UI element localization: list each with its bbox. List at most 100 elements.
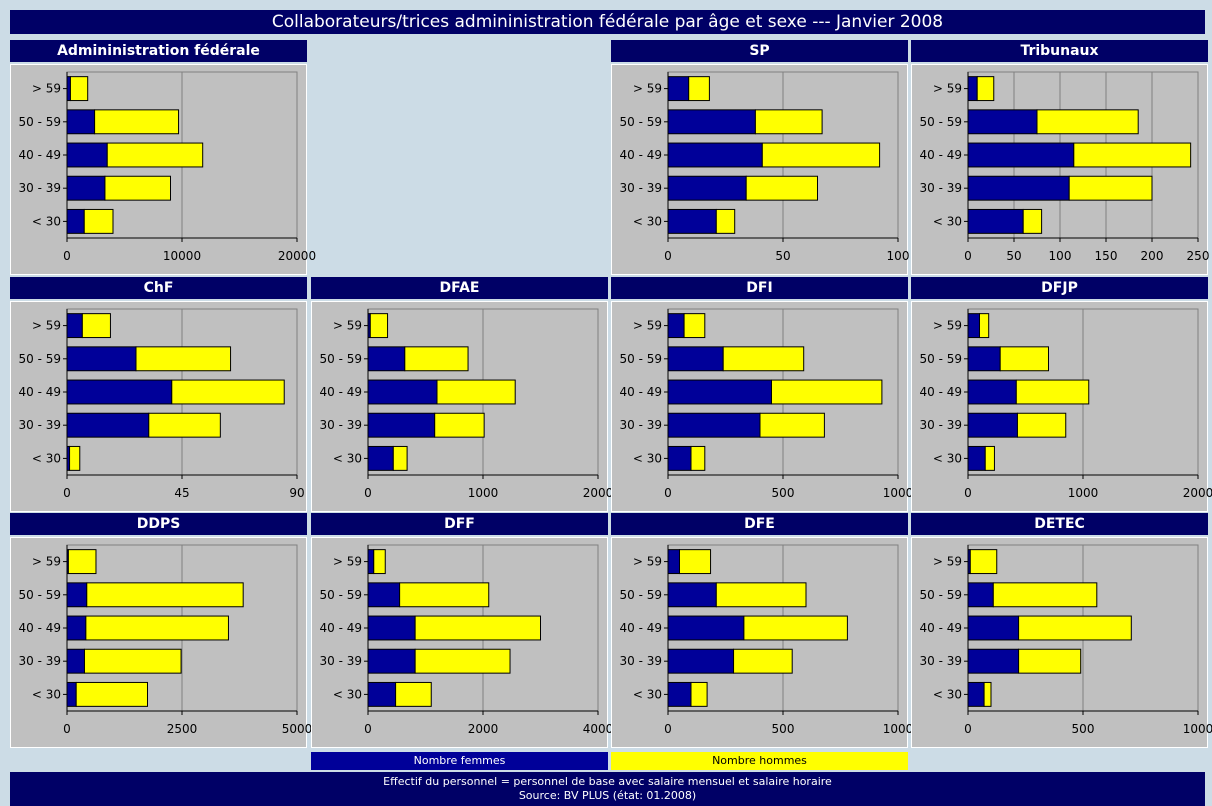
bar-men: [690, 681, 708, 707]
y-tick-label: 50 - 59: [320, 588, 363, 602]
y-tick-label: 40 - 49: [920, 148, 963, 162]
bar-women: [967, 412, 1018, 438]
chart-svg: 0 1000 2000 > 59 50 - 59 40 - 49 30 - 39 < 30: [920, 308, 1212, 500]
bar-men: [1036, 109, 1139, 135]
bar-women: [967, 582, 994, 608]
y-tick-label: 30 - 39: [620, 181, 663, 195]
y-tick-label: 50 - 59: [620, 588, 663, 602]
y-tick-label: 40 - 49: [620, 148, 663, 162]
y-tick-label: < 30: [633, 214, 662, 228]
bar-men: [688, 76, 710, 102]
y-tick-label: < 30: [933, 687, 962, 701]
panel-title: DFI: [611, 277, 908, 299]
y-tick-label: 50 - 59: [19, 115, 62, 129]
y-tick-label: 30 - 39: [620, 418, 663, 432]
bar-women: [667, 175, 747, 201]
y-tick-label: < 30: [32, 687, 61, 701]
panel-title: Admininistration fédérale: [10, 40, 307, 62]
bar-women: [967, 313, 980, 339]
bar-men: [148, 412, 221, 438]
y-tick-label: 40 - 49: [19, 621, 62, 635]
bar-women: [667, 142, 763, 168]
bar-men: [1073, 142, 1192, 168]
x-tick-label: 0: [63, 722, 71, 736]
bar-men: [761, 142, 881, 168]
bar-men: [106, 142, 204, 168]
y-tick-label: < 30: [32, 214, 61, 228]
chart-svg: 0 500 1000 > 59 50 - 59 40 - 49 30 - 39 < 30: [920, 544, 1212, 736]
bar-men: [992, 582, 1098, 608]
bar-men: [104, 175, 171, 201]
bar-women: [66, 76, 71, 102]
bar-women: [967, 379, 1017, 405]
bar-men: [85, 615, 229, 641]
bar-men: [69, 76, 89, 102]
chart-panel: 0 10000 20000 > 59 50 - 59 40 - 49 30 - 39 < 30: [10, 64, 316, 275]
bar-men: [722, 346, 805, 372]
bar-men: [414, 615, 541, 641]
y-tick-label: 30 - 39: [19, 654, 62, 668]
y-tick-label: > 59: [933, 555, 962, 569]
main-title: Collaborateurs/trices admininistration f…: [10, 10, 1205, 34]
bar-men: [369, 313, 389, 339]
bar-women: [967, 208, 1024, 234]
bar-women: [367, 681, 397, 707]
bar-men: [83, 648, 182, 674]
bar-women: [667, 412, 761, 438]
x-tick-label: 100: [887, 249, 910, 263]
y-tick-label: < 30: [933, 451, 962, 465]
bar-women: [667, 346, 724, 372]
chart-panel: 0 1000 2000 > 59 50 - 59 40 - 49 30 - 39 < 30: [311, 301, 613, 512]
chart-panel: 0 500 1000 > 59 50 - 59 40 - 49 30 - 39 < 30: [911, 537, 1212, 748]
bar-men: [94, 109, 180, 135]
x-tick-label: 0: [63, 249, 71, 263]
y-tick-label: > 59: [633, 555, 662, 569]
bar-women: [367, 615, 416, 641]
footer-source: Source: BV PLUS (état: 01.2008): [518, 789, 697, 802]
chart-svg: 0 50 100 > 59 50 - 59 40 - 49 30 - 39 < 30: [620, 71, 910, 263]
bar-women: [367, 379, 438, 405]
x-tick-label: 2500: [167, 722, 198, 736]
bar-men: [1016, 412, 1067, 438]
bar-men: [392, 445, 408, 471]
bar-women: [667, 76, 690, 102]
bar-men: [1018, 615, 1132, 641]
bar-women: [367, 412, 436, 438]
bar-women: [967, 142, 1075, 168]
x-tick-label: 250: [1187, 249, 1210, 263]
y-tick-label: 40 - 49: [620, 621, 663, 635]
bar-women: [967, 615, 1020, 641]
bar-men: [976, 76, 995, 102]
bar-men: [745, 175, 818, 201]
bar-men: [690, 445, 706, 471]
bar-women: [66, 681, 77, 707]
y-tick-label: 40 - 49: [920, 385, 963, 399]
bar-men: [75, 681, 148, 707]
bar-men: [759, 412, 825, 438]
bar-women: [667, 648, 735, 674]
x-tick-label: 150: [1095, 249, 1118, 263]
legend-men: Nombre hommes: [611, 752, 908, 770]
bar-women: [66, 142, 108, 168]
bar-women: [66, 175, 106, 201]
y-tick-label: 40 - 49: [19, 385, 62, 399]
bar-men: [984, 445, 995, 471]
y-tick-label: 40 - 49: [920, 621, 963, 635]
bar-women: [967, 109, 1038, 135]
panel-title: SP: [611, 40, 908, 62]
x-tick-label: 2000: [1183, 486, 1212, 500]
bar-women: [367, 648, 416, 674]
y-tick-label: 50 - 59: [620, 115, 663, 129]
panel-title: DETEC: [911, 513, 1208, 535]
bar-women: [967, 175, 1070, 201]
chart-panel: 0 2000 4000 > 59 50 - 59 40 - 49 30 - 39 < 30: [311, 537, 613, 748]
x-tick-label: 1000: [883, 486, 914, 500]
bar-men: [171, 379, 285, 405]
panel-title: DFE: [611, 513, 908, 535]
chart-svg: 0 1000 2000 > 59 50 - 59 40 - 49 30 - 39 < 30: [320, 308, 613, 500]
x-tick-label: 2000: [468, 722, 499, 736]
panel-title: DFF: [311, 513, 608, 535]
x-tick-label: 500: [772, 722, 795, 736]
x-tick-label: 500: [772, 486, 795, 500]
chart-svg: 0 2000 4000 > 59 50 - 59 40 - 49 30 - 39 < 30: [320, 544, 613, 736]
